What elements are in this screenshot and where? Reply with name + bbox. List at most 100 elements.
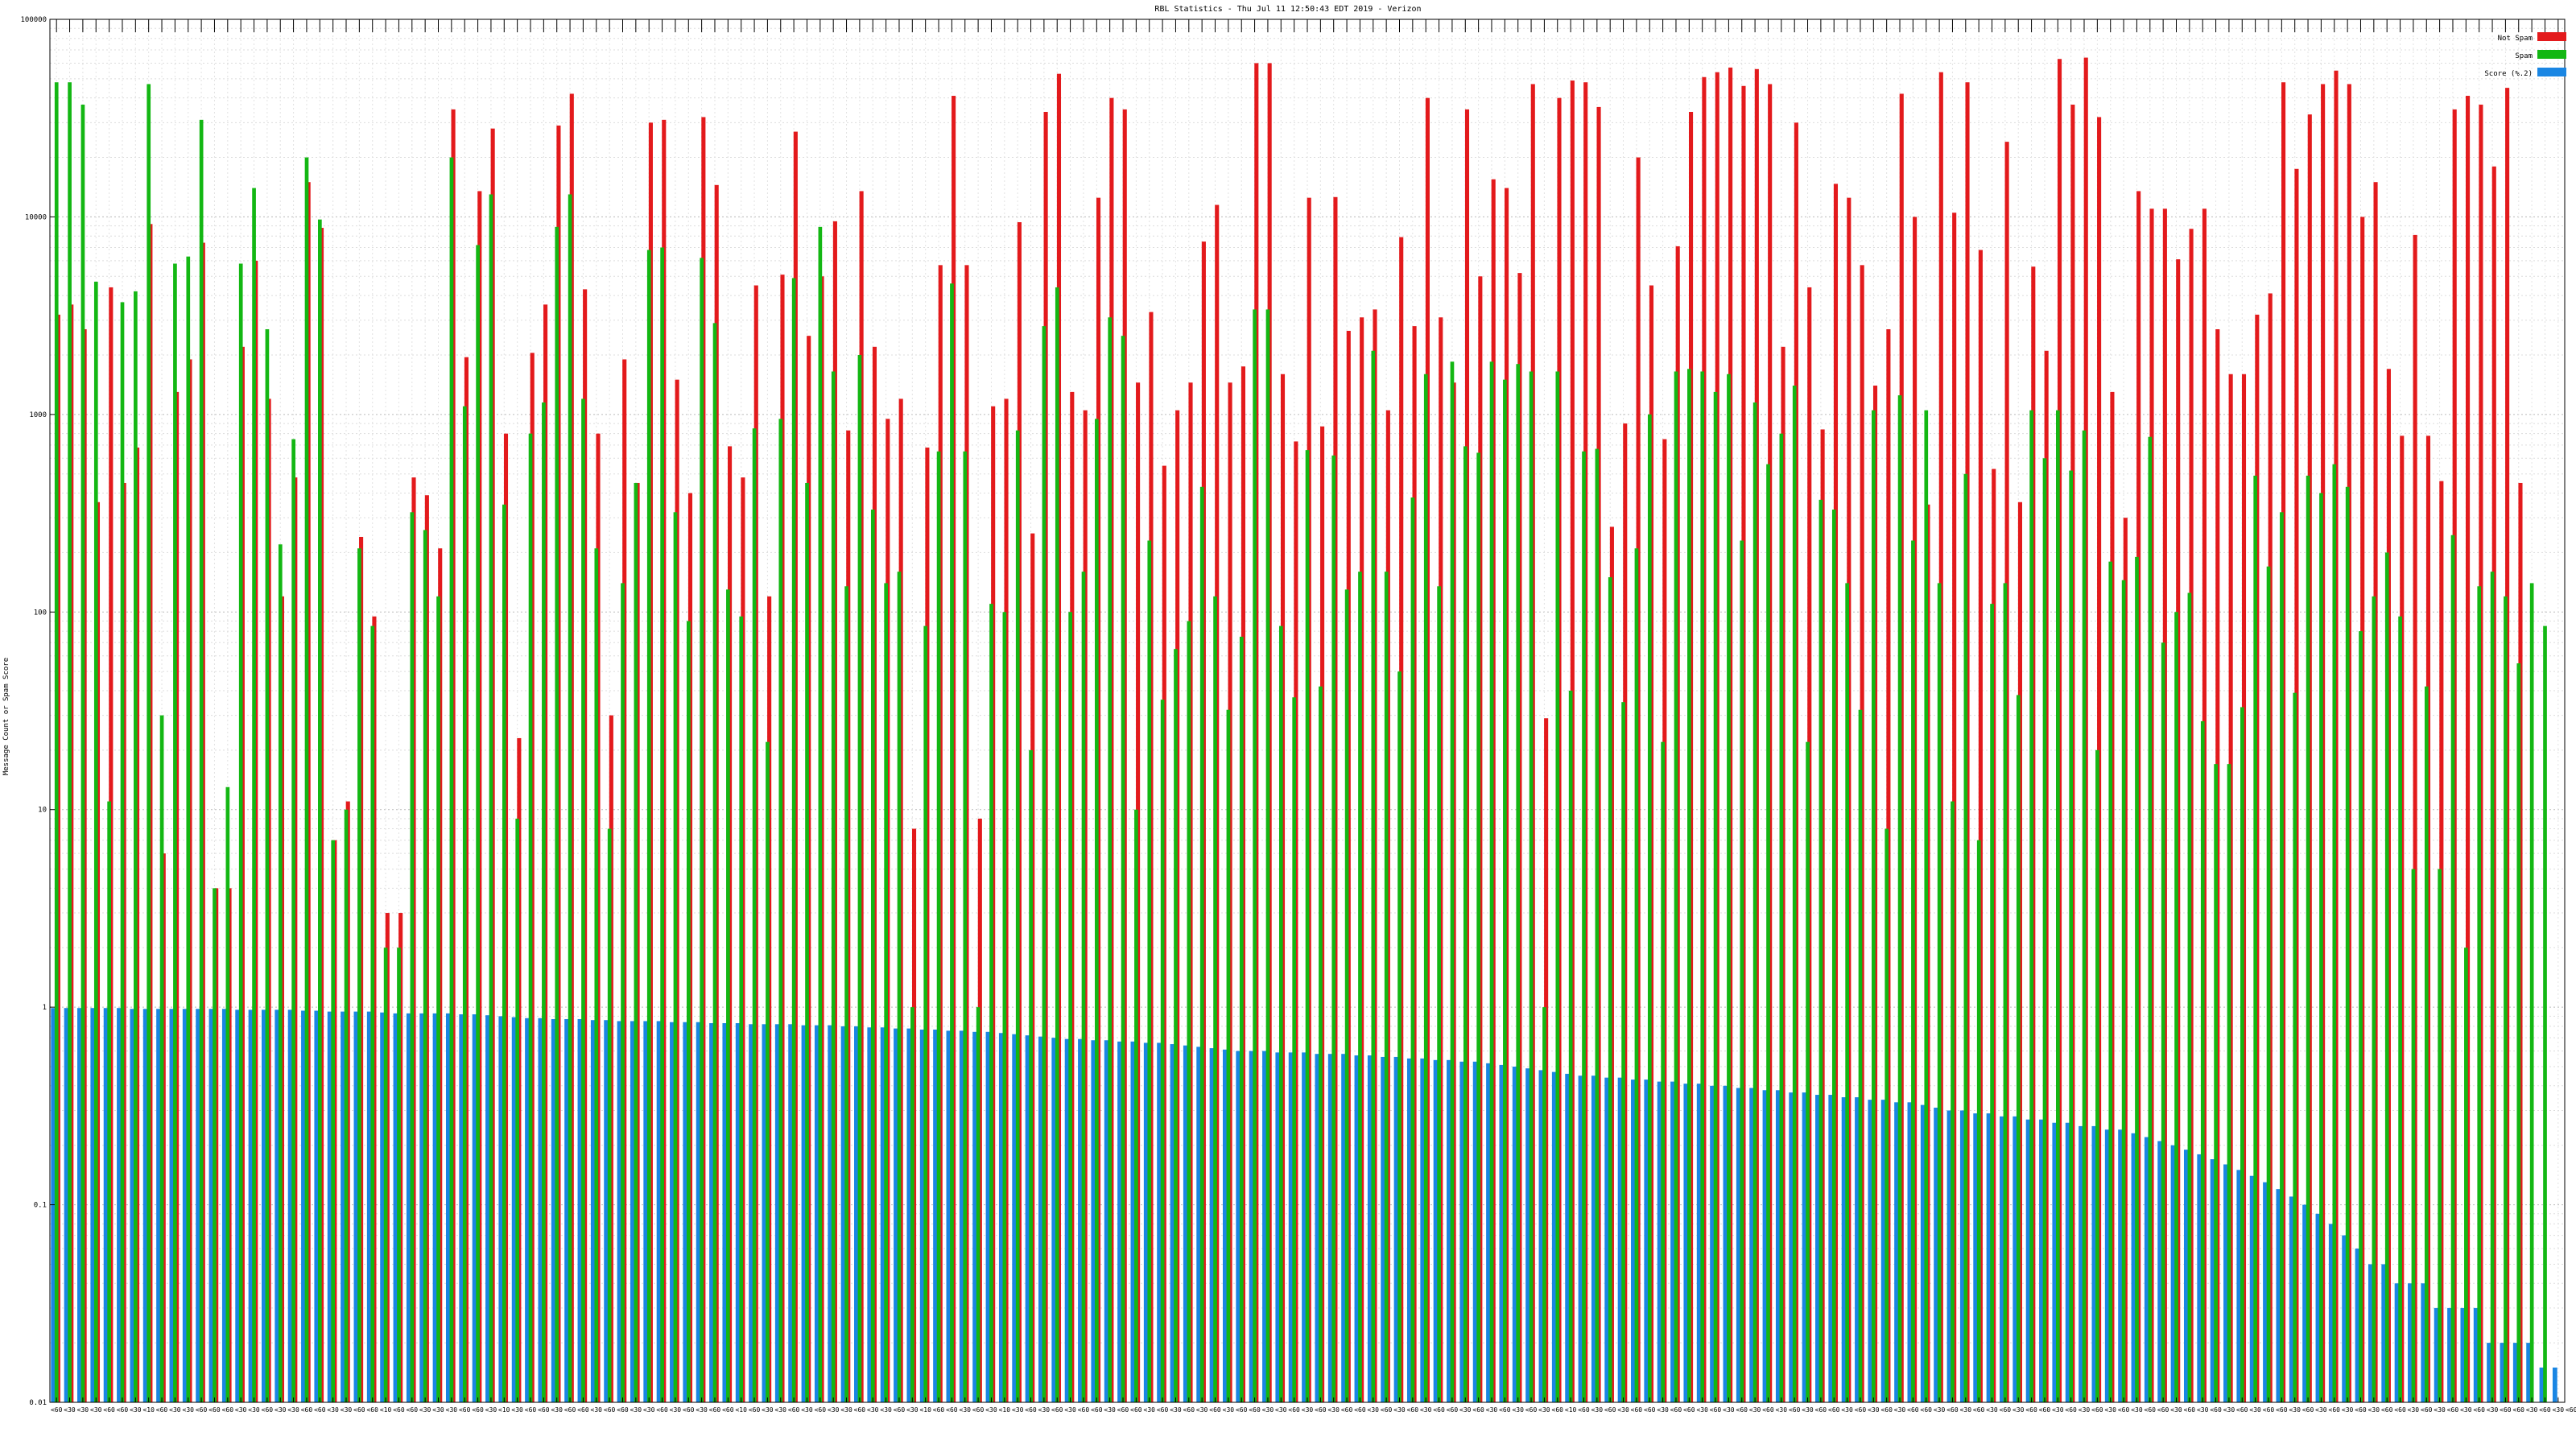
x-category-label: <60 [1631,1406,1643,1414]
bar-score [1565,1073,1570,1402]
bar-spam [186,256,191,1402]
x-category-label: <60 [788,1406,800,1414]
x-category-label: <30 [2368,1406,2380,1414]
bar-spam [844,586,848,1402]
x-category-label: <60 [1683,1406,1695,1414]
bar-score [327,1011,332,1402]
bar-spam [2359,631,2363,1402]
x-category-label: <30 [327,1406,339,1414]
bar-score [1499,1064,1505,1402]
bar-spam [2042,458,2047,1402]
x-category-label: <30 [2131,1406,2143,1414]
bar-spam [1963,473,1968,1402]
x-category-label: <60 [314,1406,326,1414]
bar-spam [1002,612,1007,1402]
bar-spam [2082,430,2087,1402]
bar-spam [2319,493,2323,1403]
bar-spam [2227,764,2231,1402]
x-category-label: <60 [1433,1406,1445,1414]
bar-spam [1516,364,1521,1403]
x-category-label: <30 [1420,1406,1432,1414]
bar-spam [1489,361,1494,1403]
x-category-label: <60 [538,1406,550,1414]
bar-spam [159,715,164,1402]
bar-score [998,1033,1004,1402]
x-category-label: <60 [946,1406,958,1414]
bar-spam [1068,612,1072,1402]
bar-score [130,1009,135,1402]
x-category-label: <30 [762,1406,774,1414]
bar-score [959,1030,964,1402]
bar-spam [2529,583,2534,1402]
bar-score [1512,1067,1517,1402]
x-category-label: <10 [498,1406,510,1414]
x-category-label: <60 [407,1406,419,1414]
bar-score [142,1009,148,1402]
x-category-label: <60 [1130,1406,1142,1414]
axes-layer: 0.01 0.1 1 10 100 1000 10000 100000 [20,16,2566,1407]
bar-spam [621,583,625,1402]
x-category-label: <60 [262,1406,274,1414]
bar-score [2315,1213,2321,1402]
bar-spam [2174,612,2178,1402]
x-category-label: <60 [2210,1406,2222,1414]
bar-score [169,1009,175,1402]
bar-score [221,1009,227,1402]
bar-score [1315,1054,1320,1402]
bar-spam [2108,561,2113,1402]
bar-score [1130,1041,1136,1402]
bar-spam [1845,583,1849,1402]
legend-swatch [2537,68,2566,76]
bar-score [919,1030,925,1402]
bar-score [1222,1049,1228,1402]
bar-score [2183,1150,2189,1402]
bar-spam [1740,540,1744,1403]
bar-spam [2543,625,2547,1402]
x-category-label: <60 [2000,1406,2012,1414]
bar-spam [252,188,256,1402]
x-category-label: <30 [2197,1406,2209,1414]
bar-score [1538,1070,1544,1402]
x-category-label: <60 [617,1406,629,1414]
bar-score [2210,1159,2215,1402]
bar-spam [1134,809,1138,1402]
bar-score [656,1021,662,1402]
bar-spam [1503,379,1507,1403]
bar-score [459,1014,464,1402]
x-category-label: <30 [906,1406,919,1414]
bar-score [709,1023,714,1402]
x-category-label: <60 [2421,1406,2433,1414]
x-category-label: <30 [64,1406,76,1414]
x-category-label: <60 [564,1406,576,1414]
bar-spam [1872,410,1876,1402]
bar-score [77,1008,82,1402]
bar-score [1815,1095,1820,1402]
bar-score [1525,1068,1530,1402]
bar-spam [238,263,243,1402]
x-category-label: <30 [2553,1406,2565,1414]
bar-score [972,1031,977,1402]
bar-spam [1095,419,1099,1402]
bar-score [1420,1058,1426,1402]
x-category-label: <60 [2145,1406,2157,1414]
bar-spam [2438,869,2442,1402]
bar-spam [1042,326,1046,1402]
x-category-label: <30 [1802,1406,1814,1414]
bar-score [2276,1189,2281,1402]
bar-spam [2504,596,2508,1402]
bar-score [604,1020,609,1402]
bar-spam [1147,540,1152,1403]
bar-spam [1752,402,1757,1402]
bar-score [156,1009,161,1402]
bar-spam [1081,572,1086,1402]
x-category-label: <30 [670,1406,682,1414]
bar-spam [1976,840,1981,1402]
x-category-label: <60 [2394,1406,2406,1414]
bar-spam [2253,475,2258,1403]
x-category-label: <30 [1486,1406,1498,1414]
bar-score [1104,1040,1109,1402]
bar-spam [2306,475,2310,1403]
bar-spam [634,482,638,1402]
x-category-label: <30 [1393,1406,1406,1414]
x-category-label: <60 [1525,1406,1538,1414]
